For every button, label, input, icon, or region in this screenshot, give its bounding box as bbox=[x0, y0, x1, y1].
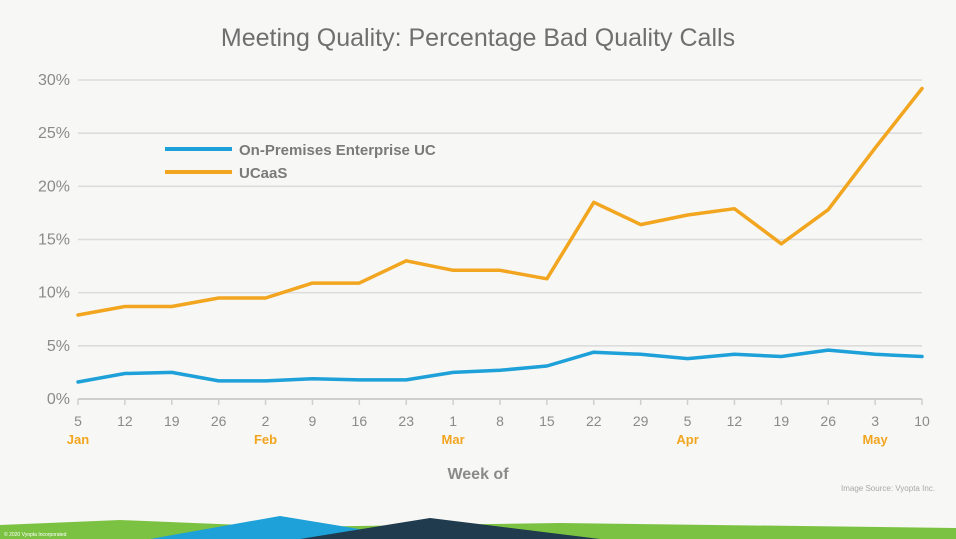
x-tick-label: 19 bbox=[164, 413, 180, 429]
month-label: Mar bbox=[442, 432, 465, 447]
x-tick-label: 26 bbox=[820, 413, 836, 429]
month-label: May bbox=[862, 432, 888, 447]
x-tick-label: 15 bbox=[539, 413, 555, 429]
y-tick-label: 30% bbox=[38, 72, 70, 89]
y-tick-label: 10% bbox=[38, 285, 70, 302]
month-label: Jan bbox=[67, 432, 89, 447]
x-tick-label: 5 bbox=[74, 413, 82, 429]
x-tick-label: 1 bbox=[449, 413, 457, 429]
x-tick-label: 26 bbox=[211, 413, 227, 429]
x-tick-label: 10 bbox=[914, 413, 930, 429]
y-tick-label: 20% bbox=[38, 178, 70, 195]
legend-label-ucaas: UCaaS bbox=[239, 165, 287, 182]
x-tick-label: 16 bbox=[352, 413, 368, 429]
x-tick-label: 9 bbox=[309, 413, 317, 429]
y-tick-label: 0% bbox=[47, 391, 70, 408]
grid bbox=[78, 79, 922, 400]
x-axis: 5 12 19 26 2 9 16 23 1 8 15 22 29 5 12 19 26 3 10 bbox=[74, 399, 930, 429]
month-label: Apr bbox=[676, 432, 698, 447]
x-tick-label: 23 bbox=[398, 413, 414, 429]
series-line-on-premises bbox=[76, 348, 924, 384]
image-source: Image Source: Vyopta Inc. bbox=[841, 484, 935, 493]
month-labels: Jan Feb Mar Apr May bbox=[67, 432, 889, 447]
series-lines bbox=[76, 86, 924, 384]
x-tick-label: 29 bbox=[633, 413, 649, 429]
footer-copyright: © 2020 Vyopta Incorporated bbox=[4, 531, 67, 538]
x-tick-label: 22 bbox=[586, 413, 602, 429]
x-tick-label: 8 bbox=[496, 413, 504, 429]
footer-band: © 2020 Vyopta Incorporated bbox=[0, 516, 956, 539]
x-tick-label: 12 bbox=[117, 413, 133, 429]
y-tick-label: 25% bbox=[38, 125, 70, 142]
series-line-ucaas bbox=[76, 86, 924, 317]
x-tick-label: 19 bbox=[774, 413, 790, 429]
y-tick-label: 15% bbox=[38, 232, 70, 249]
y-axis: 0% 5% 10% 15% 20% 25% 30% bbox=[38, 72, 70, 408]
month-label: Feb bbox=[254, 432, 277, 447]
x-axis-title: Week of bbox=[447, 466, 509, 483]
x-tick-label: 5 bbox=[684, 413, 692, 429]
legend: On-Premises Enterprise UC UCaaS bbox=[165, 142, 436, 182]
x-tick-label: 2 bbox=[262, 413, 270, 429]
footer-dark-wedge bbox=[300, 518, 600, 539]
x-tick-label: 3 bbox=[871, 413, 879, 429]
legend-label-on-premises: On-Premises Enterprise UC bbox=[239, 142, 436, 159]
y-tick-label: 5% bbox=[47, 338, 70, 355]
x-tick-label: 12 bbox=[727, 413, 743, 429]
chart-title: Meeting Quality: Percentage Bad Quality … bbox=[221, 24, 735, 52]
